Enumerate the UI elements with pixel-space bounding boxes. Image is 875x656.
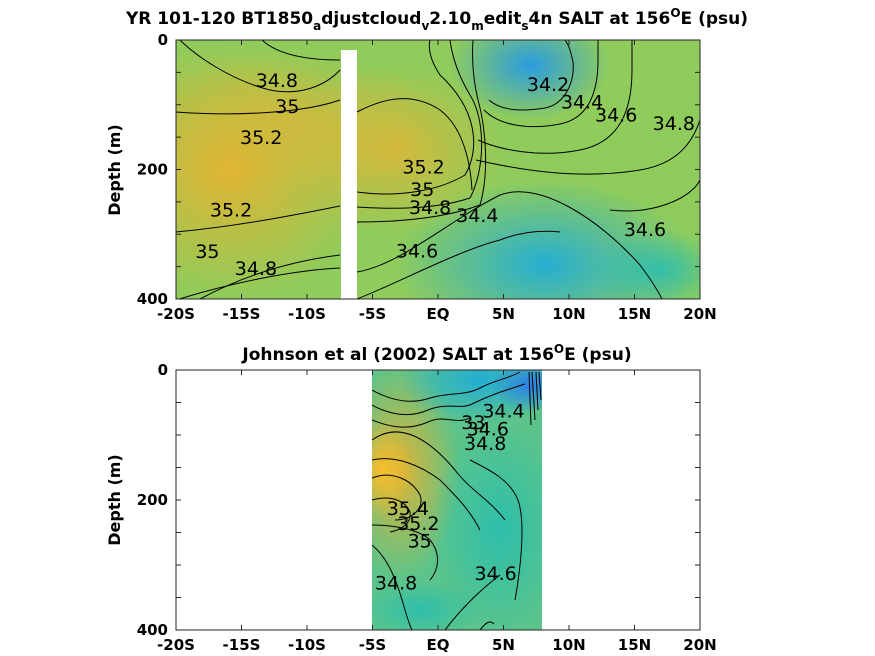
contour-label: 34.6 xyxy=(624,219,666,241)
contour-labels-model: 34.83535.235.23534.835.23534.834.634.434… xyxy=(195,70,695,280)
x-tick-label: 20N xyxy=(683,636,716,654)
panel-model: YR 101-120 BT1850adjustcloudv2.10medits4… xyxy=(105,6,748,323)
x-tick-label: 20N xyxy=(683,305,716,323)
contour-label: 34.8 xyxy=(409,197,451,219)
contour-lines-observation xyxy=(372,371,542,630)
x-tick-label: -5S xyxy=(359,305,386,323)
x-tick-label: -15S xyxy=(223,305,261,323)
salinity-field-model xyxy=(176,40,700,299)
contour-label: 34.4 xyxy=(482,400,524,422)
x-tick-label: 5N xyxy=(492,305,515,323)
axis-ticks-model: -20S -15S -10S -5S EQ 5N 10N 15N 20N 0 200 400 xyxy=(137,31,717,323)
chart-title-model: YR 101-120 BT1850adjustcloudv2.10medits4… xyxy=(125,6,748,33)
x-tick-label: -15S xyxy=(223,636,261,654)
contour-label: 35 xyxy=(408,530,432,552)
y-axis-label-observation: Depth (m) xyxy=(105,454,124,546)
x-tick-label: -10S xyxy=(288,305,326,323)
contour-lines-model xyxy=(176,40,700,299)
title-part: E (psu) xyxy=(564,345,631,365)
title-part: djustcloud xyxy=(321,9,421,29)
contour-label: 34.6 xyxy=(595,104,637,126)
contour-label: 35.2 xyxy=(210,200,252,222)
contour-label: 34.8 xyxy=(653,113,695,135)
contour-label: 34.6 xyxy=(467,419,509,441)
x-tick-label: 5N xyxy=(492,636,515,654)
contour-label: 34.8 xyxy=(256,70,298,92)
x-tick-label: -20S xyxy=(157,305,195,323)
contour-label: 34.6 xyxy=(474,563,516,585)
contour-label: 35.2 xyxy=(402,156,444,178)
x-tick-label: 10N xyxy=(552,305,585,323)
title-part: YR 101-120 BT1850 xyxy=(125,9,313,29)
x-tick-label: -10S xyxy=(288,636,326,654)
x-tick-label: 15N xyxy=(618,636,651,654)
title-part: edit xyxy=(484,9,522,29)
contour-label: 34.8 xyxy=(464,433,506,455)
title-part: 4n SALT at 156 xyxy=(529,9,671,29)
contour-label: 35.4 xyxy=(387,498,429,520)
contour-label: 35.2 xyxy=(397,513,439,535)
title-part: v xyxy=(421,19,429,33)
contour-label: 34.8 xyxy=(235,258,277,280)
x-tick-label: 15N xyxy=(618,305,651,323)
panel-observation: Johnson et al (2002) SALT at 156OE (psu) xyxy=(105,342,717,654)
title-part: E (psu) xyxy=(681,9,748,29)
contour-label: 34.4 xyxy=(561,92,603,114)
contour-label: 35 xyxy=(410,179,434,201)
contour-label: 34.4 xyxy=(456,205,498,227)
y-tick-label: 200 xyxy=(137,161,168,179)
title-part: O xyxy=(554,342,564,356)
title-part: 2.10 xyxy=(429,9,471,29)
salinity-field-observation xyxy=(372,370,542,630)
title-part: m xyxy=(471,19,484,33)
y-tick-label: 0 xyxy=(158,31,168,49)
chart-title-observation: Johnson et al (2002) SALT at 156OE (psu) xyxy=(241,342,631,365)
contour-label: 34.2 xyxy=(527,74,569,96)
y-axis-label-model: Depth (m) xyxy=(105,124,124,216)
axis-ticks-observation: -20S -15S -10S -5S EQ 5N 10N 15N 20N 0 200 400 xyxy=(137,361,717,654)
x-tick-label: 10N xyxy=(552,636,585,654)
x-tick-label: -20S xyxy=(157,636,195,654)
y-tick-label: 400 xyxy=(137,621,168,639)
no-data-gap xyxy=(341,50,357,299)
contour-label: 35.2 xyxy=(240,127,282,149)
title-part: s xyxy=(521,19,528,33)
contour-label: 35 xyxy=(195,241,219,263)
x-tick-label: EQ xyxy=(427,305,450,323)
title-part: O xyxy=(670,6,680,20)
x-tick-label: -5S xyxy=(359,636,386,654)
x-tick-label: EQ xyxy=(427,636,450,654)
y-tick-label: 400 xyxy=(137,290,168,308)
title-part: Johnson et al (2002) SALT at 156 xyxy=(241,345,554,365)
contour-label: 35 xyxy=(275,96,299,118)
contour-label: 33 xyxy=(461,412,485,434)
y-tick-label: 200 xyxy=(137,491,168,509)
title-part: a xyxy=(313,19,321,33)
y-tick-label: 0 xyxy=(158,361,168,379)
contour-label: 34.6 xyxy=(396,240,438,262)
contour-label: 34.8 xyxy=(375,573,417,595)
